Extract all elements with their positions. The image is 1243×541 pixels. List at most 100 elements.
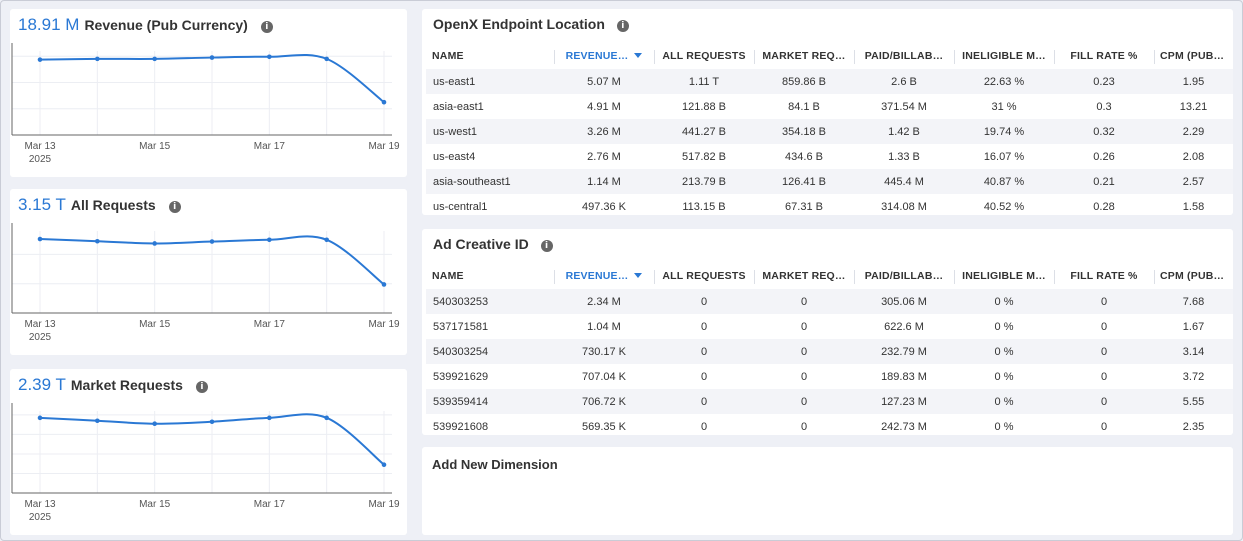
table-cell: 127.23 M (854, 389, 954, 414)
column-header[interactable]: ALL REQUESTS (654, 263, 754, 289)
column-header[interactable]: PAID/BILLAB… (854, 263, 954, 289)
data-point[interactable] (209, 419, 215, 425)
table-cell: 0 (1100, 320, 1108, 333)
column-header[interactable]: FILL RATE % (1054, 263, 1154, 289)
row-name-cell: asia-east1 (433, 100, 484, 113)
column-header[interactable]: REVENUE… (554, 263, 654, 289)
data-point[interactable] (381, 462, 387, 467)
data-point[interactable] (95, 418, 100, 424)
column-header[interactable]: MARKET REQ… (754, 263, 854, 289)
data-point[interactable] (324, 237, 329, 243)
column-header[interactable]: CPM (PUB CU… (1154, 43, 1233, 69)
table-row[interactable]: us-east4 2.76 M 517.82 B 434.6 B 1.33 B 16.07… (426, 144, 1233, 169)
table-cell: 0.26 (1093, 150, 1115, 163)
column-header-label: REVENUE… (565, 270, 629, 282)
column-header[interactable]: ALL REQUESTS (654, 43, 754, 69)
table-cell: 2.57 (1154, 169, 1233, 194)
column-header[interactable]: CPM (PUB CU… (1154, 263, 1233, 289)
info-icon[interactable]: i (195, 381, 208, 393)
column-header[interactable]: INELIGIBLE M… (954, 263, 1054, 289)
table-cell: 1.11 T (654, 69, 754, 94)
info-icon[interactable]: i (260, 21, 273, 33)
data-point[interactable] (381, 99, 387, 105)
table-row[interactable]: us-central1 497.36 K 113.15 B 67.31 B 314.08… (426, 194, 1233, 215)
table-cell: 0.23 (1054, 69, 1154, 94)
data-point[interactable] (324, 56, 329, 62)
data-point[interactable] (37, 236, 43, 242)
data-point[interactable] (152, 56, 157, 62)
sort-descending-icon[interactable] (634, 53, 643, 58)
table-cell: 5.55 (1154, 389, 1233, 414)
table-cell: 3.14 (1154, 339, 1233, 364)
table-row[interactable]: asia-southeast1 1.14 M 213.79 B 126.41 B 445… (426, 169, 1233, 194)
data-point[interactable] (209, 239, 215, 244)
x-year-label: 2025 (29, 332, 52, 343)
column-header-label: FILL RATE % (1070, 50, 1138, 62)
data-point[interactable] (95, 56, 100, 62)
table-cell: 3.72 (1182, 370, 1205, 383)
table-cell: 2.76 M (587, 150, 621, 163)
data-point[interactable] (267, 54, 272, 60)
info-icon[interactable]: i (540, 240, 553, 252)
table-cell: 84.1 B (788, 100, 820, 113)
table-cell: 0.21 (1054, 169, 1154, 194)
table-cell: 441.27 B (654, 119, 754, 144)
table-cell: 707.04 K (581, 370, 627, 383)
column-header[interactable]: FILL RATE % (1054, 43, 1154, 69)
table-cell: 0 (754, 339, 854, 364)
column-header[interactable]: REVENUE… (554, 43, 654, 69)
table-title-text: OpenX Endpoint Location (433, 16, 605, 32)
data-point[interactable] (209, 55, 215, 60)
table-card-endpoint-location: OpenX Endpoint Location i NAME REVENUE… AL… (422, 9, 1233, 215)
info-icon[interactable]: i (616, 20, 629, 32)
table-cell: 1.33 B (888, 150, 920, 163)
kpi-value: 18.91 M (18, 15, 80, 34)
table-cell: 0 % (994, 370, 1014, 383)
x-tick-label: Mar 15 (139, 141, 171, 152)
data-point[interactable] (37, 415, 43, 421)
column-header-label: PAID/BILLAB… (864, 270, 944, 282)
add-new-dimension-button[interactable]: Add New Dimension (432, 457, 558, 472)
column-header[interactable]: MARKET REQ… (754, 43, 854, 69)
table-cell: 113.15 B (682, 200, 726, 213)
table-cell: 1.04 M (587, 320, 621, 333)
column-header[interactable]: NAME (426, 263, 554, 289)
table-cell: 0 (700, 420, 708, 433)
table-cell: 0 (1054, 389, 1154, 414)
table-row[interactable]: 539921629 707.04 K 0 0 189.83 M 0 % 0 3.72 (426, 364, 1233, 389)
data-point[interactable] (267, 237, 272, 243)
table-row[interactable]: us-east1 5.07 M 1.11 T 859.86 B 2.6 B 22.63 %… (426, 69, 1233, 94)
table-row[interactable]: asia-east1 4.91 M 121.88 B 84.1 B 371.54 M 31… (426, 94, 1233, 119)
data-table: NAME REVENUE… ALL REQUESTS MARKET REQ… PAID/… (426, 43, 1233, 215)
table-cell: 0 (800, 420, 808, 433)
column-header[interactable]: INELIGIBLE M… (954, 43, 1054, 69)
info-icon[interactable]: i (168, 201, 181, 213)
table-cell: 730.17 K (554, 339, 654, 364)
table-row[interactable]: 539921608 569.35 K 0 0 242.73 M 0 % 0 2.35 (426, 414, 1233, 435)
data-point[interactable] (267, 415, 272, 421)
table-cell: 0 (754, 389, 854, 414)
table-cell: 497.36 K (581, 200, 627, 213)
column-header[interactable]: PAID/BILLAB… (854, 43, 954, 69)
table-row[interactable]: us-west1 3.26 M 441.27 B 354.18 B 1.42 B 19.7… (426, 119, 1233, 144)
column-header[interactable]: NAME (426, 43, 554, 69)
row-name-cell: 540303254 (426, 339, 554, 364)
table-row[interactable]: 537171581 1.04 M 0 0 622.6 M 0 % 0 1.67 (426, 314, 1233, 339)
sort-descending-icon[interactable] (634, 273, 643, 278)
data-point[interactable] (152, 421, 157, 426)
data-point[interactable] (37, 57, 43, 62)
data-point[interactable] (324, 415, 329, 421)
table-cell: 213.79 B (654, 169, 754, 194)
data-point[interactable] (381, 282, 387, 287)
table-cell: 0 (654, 289, 754, 314)
data-point[interactable] (95, 238, 100, 244)
table-cell: 13.21 (1179, 100, 1208, 113)
column-header-label: NAME (432, 270, 464, 282)
data-point[interactable] (152, 241, 157, 246)
table-cell: 434.6 B (785, 150, 823, 163)
table-cell: 16.07 % (983, 150, 1025, 163)
